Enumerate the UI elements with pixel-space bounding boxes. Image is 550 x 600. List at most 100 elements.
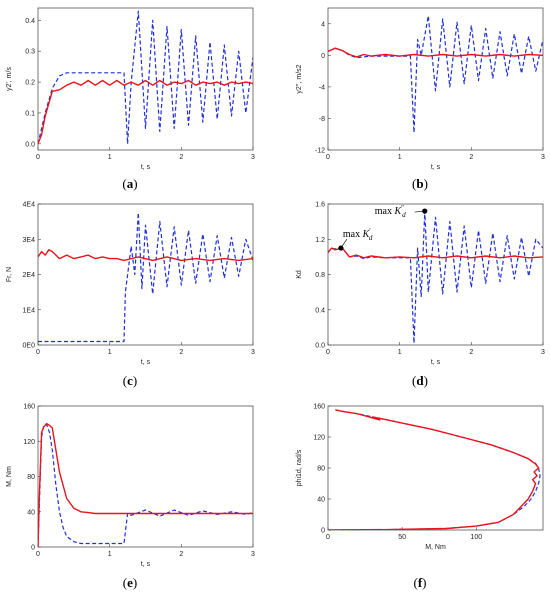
plot-frame	[327, 405, 544, 531]
x-tick-label: 3	[541, 349, 545, 356]
y-tick-label: 0.4	[315, 307, 325, 314]
x-tick-label: 2	[179, 551, 183, 558]
x-axis-label: t, s	[141, 561, 151, 568]
x-tick-label: 1	[398, 154, 402, 161]
x-tick-label: 1	[108, 551, 112, 558]
plot-frame	[37, 7, 254, 151]
y-tick-label: 160	[313, 404, 325, 411]
annotation-marker	[422, 208, 428, 214]
y-axis-label: y2', m/s	[6, 67, 13, 91]
x-tick-label: 0	[36, 154, 40, 161]
x-tick-label: 1	[108, 349, 112, 356]
y-tick-label: 120	[313, 435, 325, 442]
series-line-dashed	[328, 409, 541, 530]
annotation-label: max K′ d	[343, 227, 373, 242]
y-tick-label: 0.0	[25, 141, 35, 148]
y-axis-label: phi1d, rad/s	[296, 449, 303, 486]
y-tick-label: 0	[31, 545, 35, 552]
y-tick-label: 0.8	[315, 272, 325, 279]
y-tick-label: -8	[319, 116, 325, 123]
annotation-leader	[340, 238, 348, 249]
x-tick-label: 0	[326, 349, 330, 356]
y-tick-label: 2E4	[23, 272, 36, 279]
y-tick-label: 0.4	[25, 18, 35, 25]
x-tick-label: 1	[398, 349, 402, 356]
series-line-solid	[38, 79, 253, 145]
x-tick-label: 2	[469, 154, 473, 161]
y-tick-label: 0E0	[23, 343, 36, 350]
panel-a: 0 1 2 3 0.0 0.1 0.2 0.3 0.4 t, s y2', m/s (a)	[6, 7, 255, 191]
y-tick-label: 1.6	[315, 202, 325, 209]
y-tick-label: 80	[27, 474, 35, 481]
y-tick-label: 1E4	[23, 307, 36, 314]
panel-f: 0 50 100 0 40 80 120 160 M, Nm phi1d, rad/s (f)	[296, 404, 544, 590]
panel-label: (a)	[122, 176, 137, 191]
y-tick-label: 4	[321, 21, 325, 28]
series-line-dashed	[328, 15, 543, 134]
x-tick-label: 0	[326, 534, 330, 541]
series-line-solid	[328, 409, 540, 530]
y-tick-label: 1.2	[315, 237, 325, 244]
annotation-label: max K″ d	[375, 204, 406, 219]
series-line-solid	[328, 247, 543, 259]
panel-e: 0 1 2 3 0 40 80 120 160 t, s M, Nm (e)	[6, 404, 255, 591]
panel-label: (b)	[412, 176, 428, 191]
plot-frame	[327, 203, 544, 346]
x-tick-label: 2	[179, 154, 183, 161]
y-axis-label: y2'', m/s2	[296, 64, 303, 93]
x-tick-label: 3	[251, 349, 255, 356]
y-tick-label: -4	[319, 84, 325, 91]
panel-label: (c)	[123, 373, 137, 388]
y-tick-label: 0.3	[25, 49, 35, 56]
y-axis-label: Fr, N	[6, 267, 13, 282]
series-line-solid	[328, 47, 543, 58]
y-tick-label: 160	[23, 404, 35, 411]
series-line-solid	[38, 422, 253, 547]
y-tick-label: 0.1	[25, 110, 35, 117]
y-tick-label: 40	[317, 497, 325, 504]
x-tick-label: 50	[398, 534, 406, 541]
series-line-dashed	[328, 210, 543, 344]
x-tick-label: 1	[108, 154, 112, 161]
annotation-leader	[414, 210, 425, 213]
x-tick-label: 0	[36, 551, 40, 558]
series-line-dashed	[38, 423, 253, 547]
plot-frame	[327, 7, 544, 151]
x-axis-label: M, Nm	[425, 544, 446, 551]
y-tick-label: 4E4	[23, 202, 36, 209]
x-tick-label: 2	[179, 349, 183, 356]
x-tick-label: 100	[470, 534, 482, 541]
y-tick-label: -12	[315, 148, 325, 155]
series-line-solid	[38, 249, 253, 262]
x-axis-label: t, s	[431, 164, 441, 171]
series-line-dashed	[38, 10, 253, 145]
panel-label: (d)	[412, 373, 428, 388]
plot-frame	[37, 405, 254, 548]
y-tick-label: 120	[23, 439, 35, 446]
x-tick-label: 0	[36, 349, 40, 356]
series-line-dashed	[38, 212, 253, 343]
x-tick-label: 3	[251, 551, 255, 558]
panel-label: (e)	[123, 575, 137, 590]
panel-c: 0 1 2 3 0E0 1E4 2E4 3E4 4E4 t, s Fr, N (c)	[6, 202, 255, 389]
y-tick-label: 40	[27, 509, 35, 516]
x-tick-label: 0	[326, 154, 330, 161]
x-tick-label: 3	[251, 154, 255, 161]
x-tick-label: 3	[541, 154, 545, 161]
y-tick-label: 0.0	[315, 343, 325, 350]
y-tick-label: 3E4	[23, 237, 36, 244]
panel-label: (f)	[413, 575, 426, 590]
y-axis-label: Kd	[296, 270, 303, 279]
y-tick-label: 80	[317, 466, 325, 473]
x-axis-label: t, s	[431, 359, 441, 366]
y-axis-label: M, Nm	[6, 466, 13, 487]
x-tick-label: 2	[469, 349, 473, 356]
y-tick-label: 0.2	[25, 80, 35, 87]
y-tick-label: 0	[321, 528, 325, 535]
y-tick-label: 0	[321, 53, 325, 60]
x-axis-label: t, s	[141, 164, 151, 171]
x-axis-label: t, s	[141, 359, 151, 366]
panel-b: 0 1 2 3 -12 -8 -4 0 4 t, s y2'', m/s2 (b)	[296, 7, 545, 191]
